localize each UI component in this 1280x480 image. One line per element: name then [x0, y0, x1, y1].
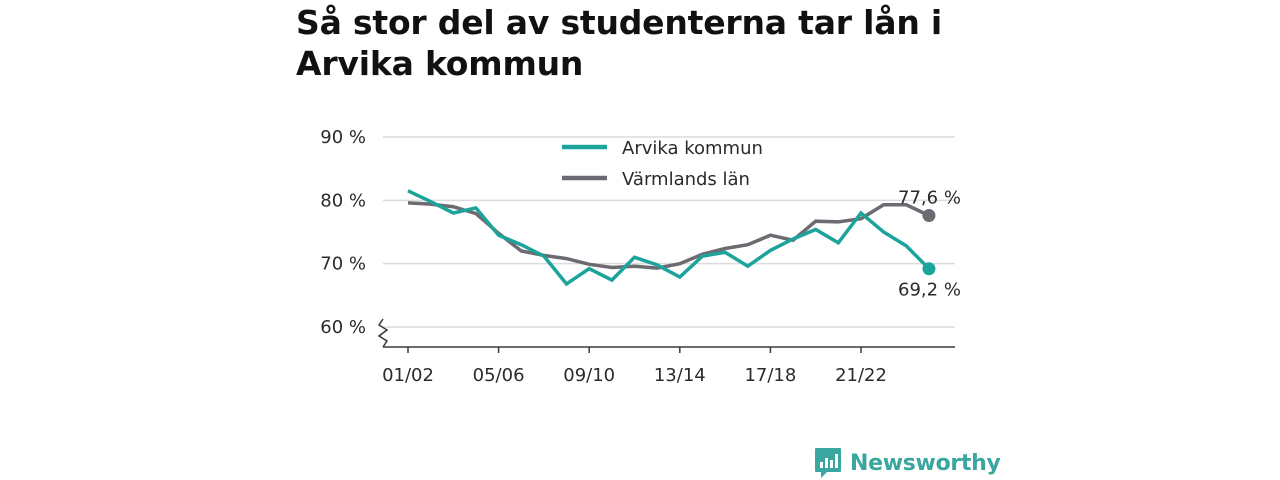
series-end-point — [922, 209, 936, 223]
series-end-point — [922, 262, 936, 276]
x-tick-label: 09/10 — [563, 365, 615, 386]
brand-name: Newsworthy — [850, 450, 1001, 476]
bar-chart-speech-bubble-icon — [815, 448, 841, 478]
end-label-varmland: 77,6 % — [898, 188, 961, 209]
chart-title: Så stor del av studenterna tar lån i Arv… — [296, 3, 943, 83]
x-tick-label: 01/02 — [382, 365, 434, 386]
y-tick-label: 80 % — [320, 190, 366, 211]
y-tick-label: 60 % — [320, 317, 366, 338]
legend-label: Värmlands län — [622, 169, 750, 190]
gridlines — [383, 136, 955, 328]
x-tick-label: 13/14 — [654, 365, 706, 386]
end-labels: 69,2 % 77,6 % — [898, 188, 961, 301]
newsworthy-logo: Newsworthy — [814, 447, 1001, 479]
axes: 60 % 70 % 80 % 90 % 01/02 05/06 09/10 13/14 17/1… — [320, 127, 955, 386]
y-tick-label: 70 % — [320, 254, 366, 275]
axis-break-icon — [377, 318, 389, 348]
y-tick-label: 90 % — [320, 127, 366, 148]
x-tick-label: 21/22 — [835, 365, 887, 386]
legend: Arvika kommun Värmlands län — [562, 138, 763, 190]
end-label-arvika: 69,2 % — [898, 280, 961, 301]
legend-label: Arvika kommun — [622, 138, 763, 159]
x-tick-label: 17/18 — [744, 365, 796, 386]
series-line — [407, 201, 930, 270]
x-tick-label: 05/06 — [473, 365, 525, 386]
series-line — [407, 189, 931, 287]
series-lines — [407, 189, 936, 287]
